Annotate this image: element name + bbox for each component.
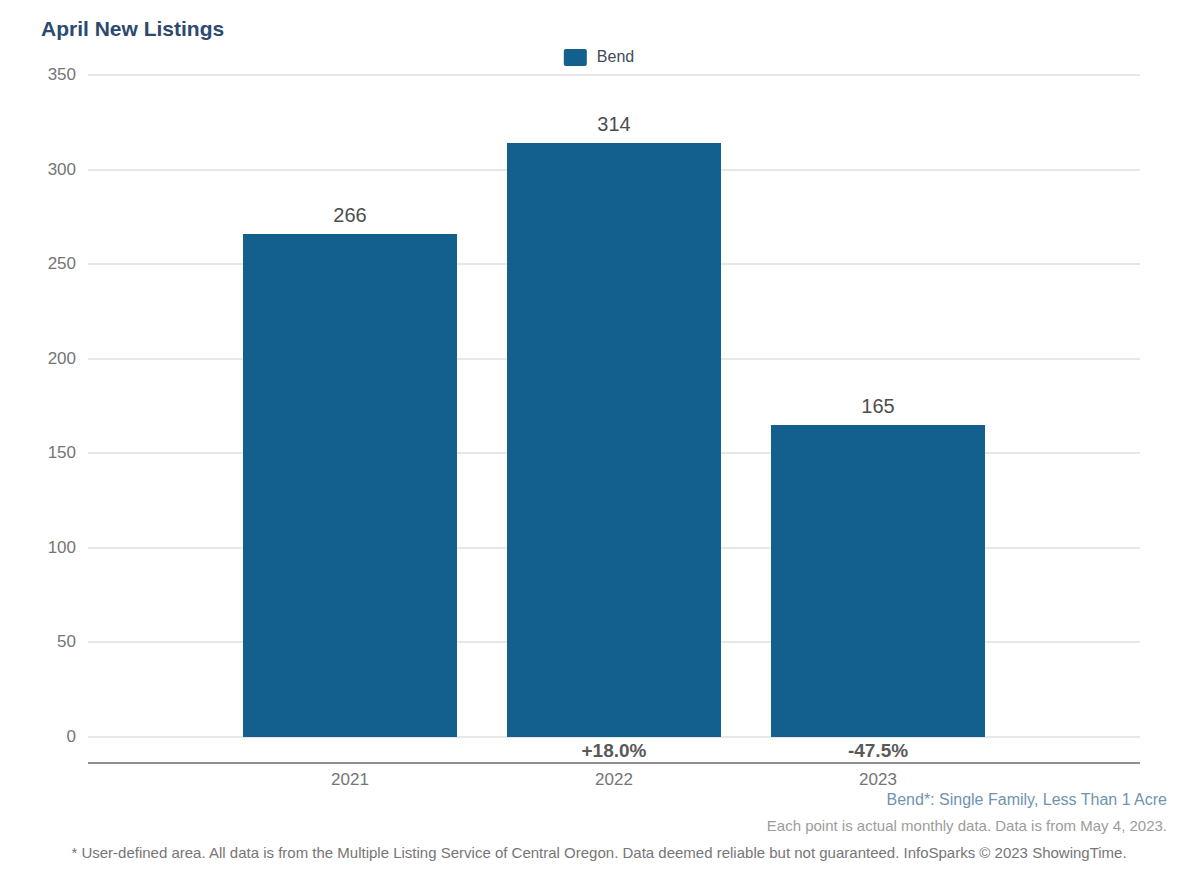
chart-page: April New Listings Bend Bend*: Single Fa… <box>0 0 1198 871</box>
x-axis-label-2022: 2022 <box>507 769 721 790</box>
gridline-y-350 <box>88 74 1140 76</box>
y-axis-tick-label: 250 <box>24 253 76 275</box>
pct-change-label-2023: -47.5% <box>771 740 985 762</box>
y-axis-tick-label: 150 <box>24 442 76 464</box>
bar-2023[interactable] <box>771 425 985 737</box>
bar-value-label-2022: 314 <box>507 112 721 136</box>
x-axis-line <box>88 762 1140 764</box>
y-axis-tick-label: 0 <box>24 726 76 748</box>
y-axis-tick-label: 350 <box>24 64 76 86</box>
x-axis-label-2023: 2023 <box>771 769 985 790</box>
pct-change-label-2022: +18.0% <box>507 740 721 762</box>
disclaimer: * User-defined area. All data is from th… <box>0 844 1198 861</box>
bar-2021[interactable] <box>243 234 457 737</box>
data-note: Each point is actual monthly data. Data … <box>767 817 1167 834</box>
bar-value-label-2023: 165 <box>771 394 985 418</box>
bar-2022[interactable] <box>507 143 721 737</box>
y-axis-tick-label: 200 <box>24 348 76 370</box>
x-axis-label-2021: 2021 <box>243 769 457 790</box>
legend-swatch-icon <box>564 49 587 66</box>
series-note: Bend*: Single Family, Less Than 1 Acre <box>887 791 1167 809</box>
legend-label: Bend <box>597 48 634 66</box>
y-axis-tick-label: 100 <box>24 537 76 559</box>
bar-value-label-2021: 266 <box>243 203 457 227</box>
chart-title: April New Listings <box>41 17 224 41</box>
y-axis-tick-label: 50 <box>24 631 76 653</box>
y-axis-tick-label: 300 <box>24 159 76 181</box>
legend-item-bend[interactable]: Bend <box>564 48 634 66</box>
